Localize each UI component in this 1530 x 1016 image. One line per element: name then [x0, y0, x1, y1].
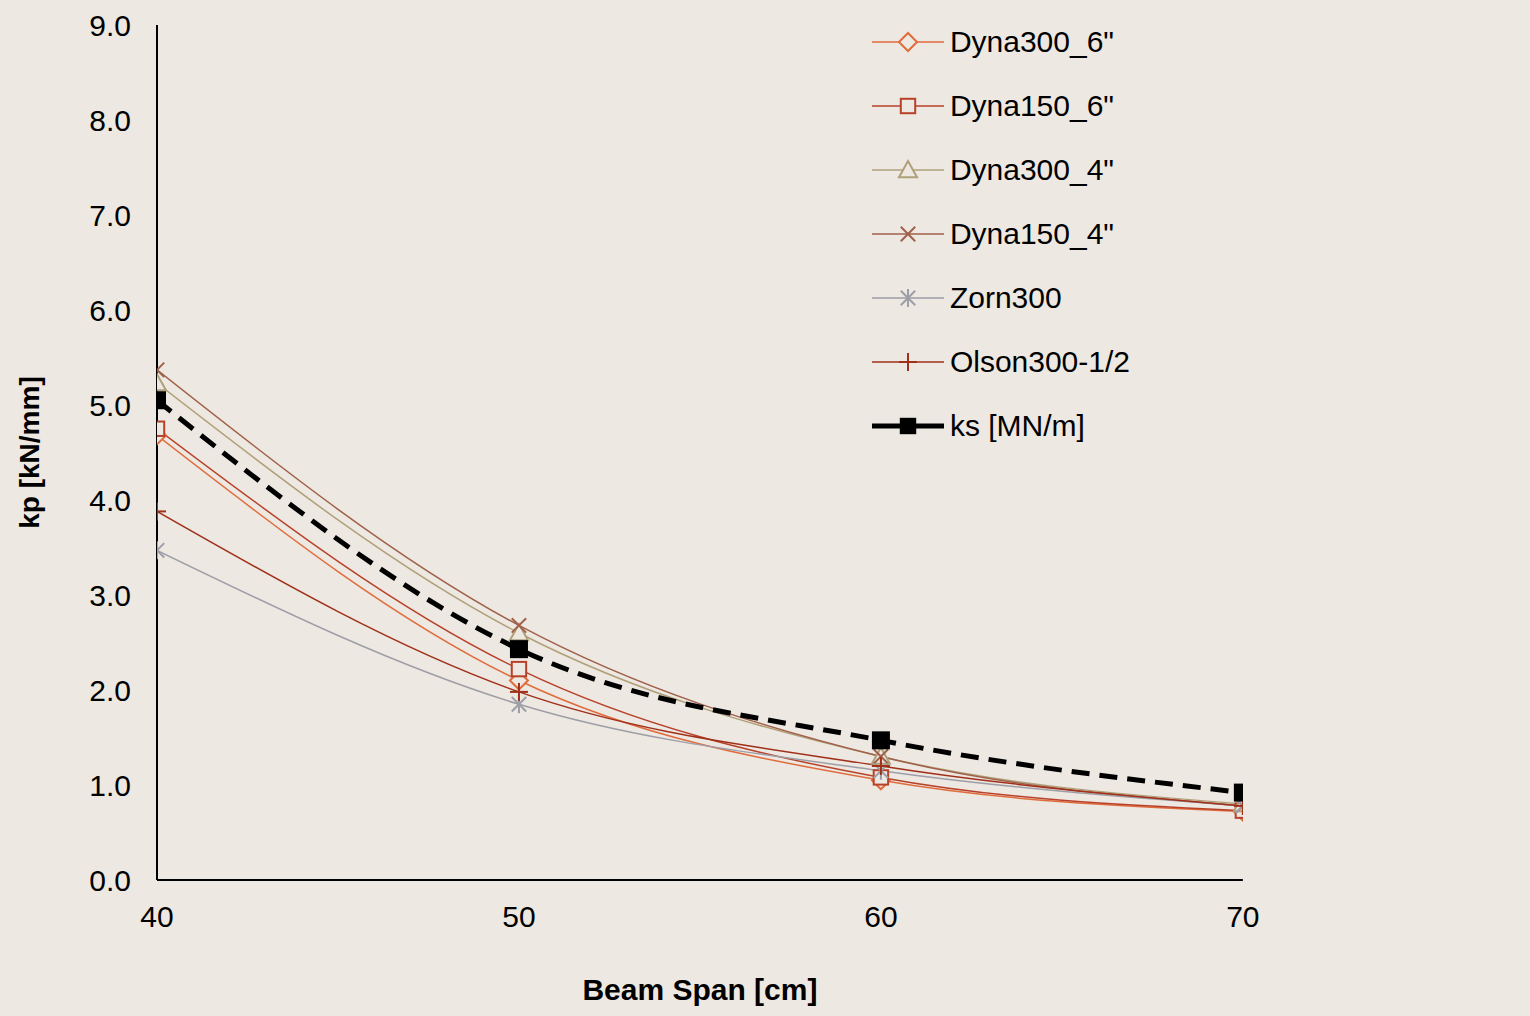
html-text:ks [MN/m]: ks [MN/m] — [949, 409, 1085, 442]
html-text:Dyna150_4": Dyna150_4" — [949, 217, 1114, 250]
svg-text:9.0: 9.0 — [89, 9, 131, 42]
svg-text:3.0: 3.0 — [89, 579, 131, 612]
svg-text:Beam Span [cm]: Beam Span [cm] — [582, 973, 817, 1006]
svg-text:8.0: 8.0 — [89, 104, 131, 137]
svg-text:4.0: 4.0 — [89, 484, 131, 517]
html-text:Dyna150_6": Dyna150_6" — [949, 89, 1114, 122]
svg-text:5.0: 5.0 — [89, 389, 131, 422]
html-text:Dyna300_6": Dyna300_6" — [949, 25, 1114, 58]
svg-text:0.0: 0.0 — [89, 864, 131, 897]
html-text:Zorn300: Zorn300 — [949, 281, 1062, 314]
svg-text:1.0: 1.0 — [89, 769, 131, 802]
svg-text:60: 60 — [864, 900, 897, 933]
svg-text:50: 50 — [502, 900, 535, 933]
svg-text:40: 40 — [140, 900, 173, 933]
svg-text:6.0: 6.0 — [89, 294, 131, 327]
svg-text:kp [kN/mm]: kp [kN/mm] — [14, 376, 45, 528]
svg-text:70: 70 — [1226, 900, 1259, 933]
html-text:Olson300-1/2: Olson300-1/2 — [949, 345, 1130, 378]
html-text:Dyna300_4": Dyna300_4" — [949, 153, 1114, 186]
svg-text:7.0: 7.0 — [89, 199, 131, 232]
svg-text:2.0: 2.0 — [89, 674, 131, 707]
